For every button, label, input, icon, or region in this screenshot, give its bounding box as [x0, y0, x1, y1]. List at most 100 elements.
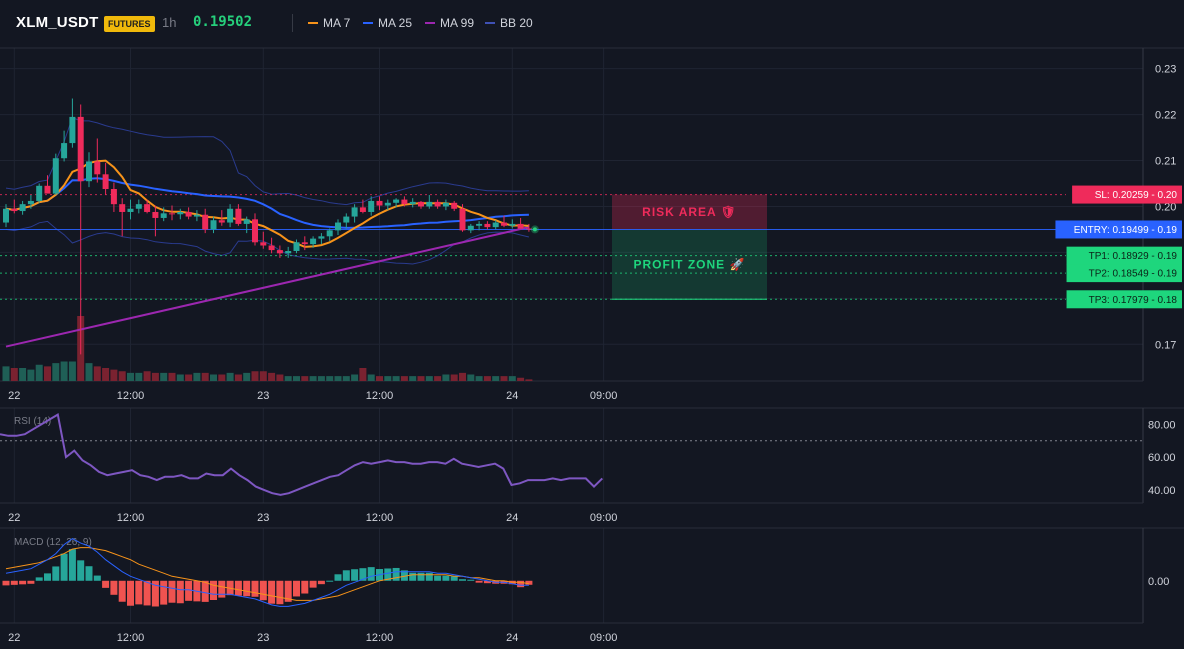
legend-label: MA 99: [440, 16, 475, 30]
ma25-line: [5, 177, 529, 229]
time-tick-label: 23: [257, 390, 269, 402]
macd-histogram-bar: [425, 572, 433, 581]
macd-histogram-bar: [342, 570, 350, 581]
legend-label: MA 7: [323, 16, 351, 30]
rsi-panel[interactable]: RSI (14): [0, 413, 1143, 496]
volume-bar: [450, 374, 458, 381]
legend-ma99[interactable]: MA 99: [425, 16, 474, 30]
price-tag-label: TP3: 0.17979 - 0.18: [1089, 295, 1178, 306]
macd-label: MACD (12, 26, 9): [14, 537, 92, 548]
symbol-title[interactable]: XLM_USDT: [16, 14, 99, 31]
candle-body: [525, 228, 532, 230]
price-tick-label: 0.23: [1155, 64, 1176, 76]
price-tag-box: [1066, 264, 1182, 283]
legend-swatch: [485, 21, 495, 24]
candle-body: [185, 211, 192, 217]
macd-histogram-bar: [234, 580, 242, 596]
panel-frames: [0, 47, 1184, 624]
bb-lower-line: [5, 220, 530, 265]
volume-bar: [176, 374, 184, 381]
macd-histogram-bar: [301, 580, 309, 594]
price-tag-label: TP1: 0.18929 - 0.19: [1089, 251, 1178, 262]
candle-body: [52, 158, 59, 194]
price-tag-box: [1055, 220, 1182, 239]
candle-body: [36, 185, 43, 201]
volume-bar: [425, 376, 433, 381]
volume-bar: [110, 369, 118, 381]
candle-body: [227, 208, 234, 223]
candle-body: [268, 245, 275, 251]
macd-panel[interactable]: MACD (12, 26, 9): [2, 537, 533, 607]
macd-histogram-bar: [367, 567, 375, 581]
price-tag-box: [1072, 185, 1182, 204]
candle-body: [310, 238, 317, 245]
candle-body: [509, 223, 516, 226]
risk-area-label: RISK AREA 🛡: [642, 205, 737, 219]
macd-histogram-bar: [168, 580, 176, 603]
volume-bar: [118, 371, 126, 381]
macd-histogram-bar: [525, 580, 533, 585]
price-tick-label: 0.21: [1155, 156, 1176, 168]
volume-bar: [60, 361, 68, 381]
candle-body: [285, 251, 292, 254]
candle-body: [418, 201, 424, 207]
volume-bar: [326, 376, 334, 381]
candle-body: [384, 202, 391, 206]
candles[interactable]: [3, 98, 539, 355]
volume-bar: [434, 376, 442, 381]
candle-body: [135, 204, 142, 209]
macd-histogram-bar: [10, 580, 18, 585]
macd-histogram-bar: [259, 580, 267, 601]
candle-body: [459, 208, 466, 231]
volume-bar: [293, 376, 300, 381]
legend-bb20[interactable]: BB 20: [485, 16, 533, 30]
candle-body: [343, 216, 350, 223]
volume-bar: [301, 376, 309, 381]
candle-body: [193, 214, 200, 217]
macd-histogram-bar: [392, 567, 400, 581]
macd-histogram-bar: [409, 572, 417, 581]
header-divider: [292, 14, 293, 32]
volume-bar: [367, 374, 375, 381]
volume-bar: [27, 369, 35, 381]
candle-body: [77, 116, 84, 182]
macd-histogram-bar: [2, 580, 10, 586]
price-tag-box: [1066, 246, 1182, 265]
price-tags: SL: 0.20259 - 0.20 ENTRY: 0.19499 - 0.19 T…: [1055, 185, 1182, 309]
volume-bar: [127, 372, 134, 381]
macd-histogram-bar: [127, 580, 134, 606]
time-tick-label: 23: [257, 512, 269, 524]
macd-line: [5, 538, 529, 607]
volume-bar: [384, 376, 392, 381]
price-tag-box: [1066, 290, 1182, 309]
timeframe-label[interactable]: 1h: [162, 15, 177, 30]
time-tick-label: 09:00: [590, 632, 618, 644]
candle-body: [210, 220, 217, 230]
candle-body: [351, 207, 358, 217]
macd-histogram-bar: [251, 580, 259, 597]
legend-ma25[interactable]: MA 25: [363, 16, 412, 30]
macd-histogram-bar: [450, 576, 458, 581]
volume-bar: [143, 371, 151, 381]
rsi-label: RSI (14): [14, 416, 51, 427]
volume-bar: [259, 371, 267, 381]
macd-histogram-bar: [27, 580, 35, 584]
macd-histogram-bar: [118, 580, 126, 602]
candle-body: [3, 208, 9, 223]
volume-bar: [359, 368, 367, 381]
volume-bar: [508, 376, 516, 381]
legend-ma7[interactable]: MA 7: [308, 16, 350, 30]
macd-histogram-bar: [85, 566, 93, 581]
candle-body: [94, 161, 101, 175]
candle-body: [169, 213, 175, 215]
volume-bar: [102, 368, 110, 381]
volume-bar: [185, 374, 193, 381]
volume-bar: [193, 372, 201, 381]
macd-histogram-bar: [417, 572, 425, 581]
last-price: 0.19502: [193, 14, 253, 30]
bollinger-bands: [5, 116, 530, 265]
candle-body: [235, 208, 242, 224]
volume-bar: [417, 376, 425, 381]
macd-histogram-bar: [442, 575, 450, 581]
